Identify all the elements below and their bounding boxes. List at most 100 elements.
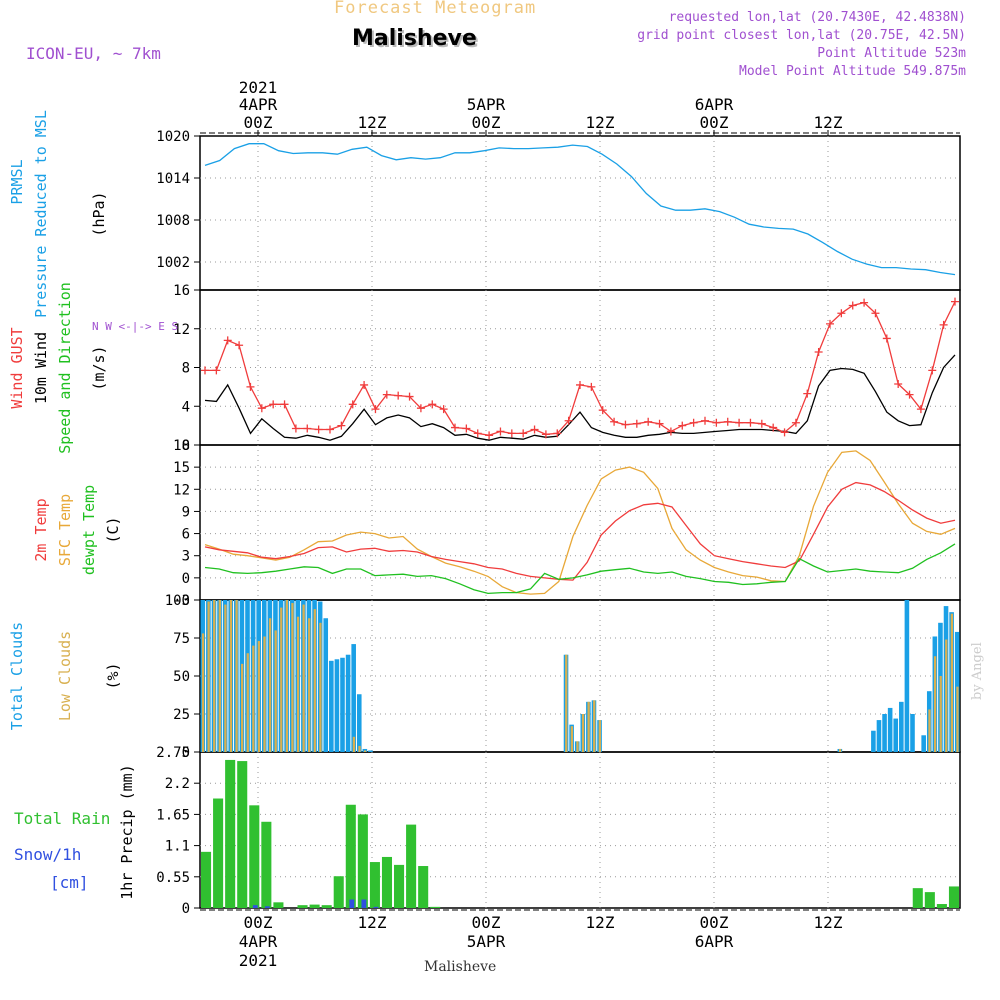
y-tick-label-clouds-4: 100 [165,593,190,609]
total-cloud-bar-22 [323,618,329,752]
wind-gust-line-marker-61 [894,379,903,388]
wind-gust-line-marker-17 [394,391,403,400]
wind-gust-line-marker-11 [326,425,334,434]
wind-gust-line-marker-20 [428,400,437,409]
total-cloud-bar-27 [351,644,356,752]
wind-gust-line-marker-57 [848,301,857,310]
low-cloud-bar-7 [241,663,244,752]
wind-gust-line-marker-1 [212,366,221,375]
y-tick-label-temp-1: 0 [182,571,190,587]
low-cloud-bar-0 [201,633,205,752]
low-cloud-bar-114 [838,748,842,752]
low-cloud-bar-70 [593,700,596,752]
rain-bar-6 [273,902,284,908]
total-cloud-bar-23 [329,660,334,752]
total-cloud-bar-125 [899,701,904,752]
y-tick-label-temp-3: 6 [182,527,190,543]
wind-gust-line-marker-26 [496,427,505,436]
bottom-date-label-4: 6APR [695,932,734,951]
wind-gust-line-marker-8 [291,424,300,433]
low-clouds-label: Low Clouds [56,631,74,721]
wind-gust-line-marker-34 [587,382,596,391]
rain-bar-0 [201,851,212,908]
y-tick-label-pressure-0: 1002 [156,255,190,271]
y-tick-label-precip-0: 0 [182,901,190,917]
wind-gust-line-marker-51 [780,428,789,437]
snow-bar-13 [361,899,367,908]
total-cloud-bar-120 [871,730,876,752]
wind-gust-line-marker-47 [735,418,744,427]
low-cloud-bar-65 [565,654,568,752]
top-tick-label-4: 00Z [700,113,729,132]
rain-bar-11 [333,876,344,908]
wind-gust-line-marker-66 [951,297,959,306]
wind-gust-line-marker-6 [269,400,278,409]
y-tick-label-temp-7: 18 [173,438,190,454]
wind-gust-line-marker-44 [701,416,709,425]
rain-bar-18 [418,866,429,908]
low-cloud-bar-3 [218,600,221,752]
top-tick-label-0: 00Z [244,113,273,132]
wind-gust-line-marker-56 [837,309,846,318]
y-tick-label-precip-3: 1.65 [156,807,190,823]
wind-gust-line-marker-7 [280,400,289,409]
bottom-date-label-0: 4APR [239,932,278,951]
bottom-tick-label-1: 12Z [358,913,387,932]
temp-dewpt-label: dewpt Temp [80,485,98,575]
low-cloud-bar-135 [956,686,959,752]
wind-gust-line-marker-13 [348,400,357,409]
temp-2m-line [204,481,956,581]
rain-bar-60 [924,892,935,908]
pressure-unit-label: (hPa) [90,191,108,236]
grid-point-coords: grid point closest lon,lat (20.75E, 42.5… [637,28,966,43]
top-tick-label-1: 12Z [358,113,387,132]
wind-gust-line-marker-0 [201,366,209,375]
low-cloud-bar-133 [945,639,948,752]
low-cloud-bar-14 [280,607,283,752]
wind-gust-line-marker-41 [666,427,675,436]
precip-unit-label: 1hr Precip (mm) [118,764,136,899]
top-year-label: 2021 [239,78,278,97]
y-tick-label-precip-4: 2.2 [165,776,190,792]
y-tick-label-pressure-1: 1008 [156,213,190,229]
wind-gust-line-marker-28 [519,429,528,438]
rain-bar-10 [321,905,332,908]
y-tick-label-clouds-0: 0 [182,745,190,761]
wind-gust-line-marker-48 [746,418,755,427]
top-date-label-0: 4APR [239,95,278,114]
clouds-unit-label: (%) [104,662,122,689]
wind-gust-line-marker-33 [576,380,584,389]
wind-gust-line-marker-27 [507,429,516,438]
wind-gust-line-marker-30 [541,430,550,439]
snow-label: Snow/1h [14,845,81,864]
y-tick-label-temp-4: 9 [182,504,190,520]
y-tick-label-precip-1: 0.55 [156,870,190,886]
bottom-tick-label-2: 00Z [472,913,501,932]
total-cloud-bar-26 [345,654,351,752]
bottom-date-label-2: 5APR [467,932,506,951]
wind-gust-line-marker-12 [337,421,346,430]
temp-sfc-label: SFC Temp [56,494,74,566]
wind-gust-line-marker-10 [314,425,323,434]
wind-gust-line-marker-14 [360,380,369,389]
snow-bar-5 [264,906,270,908]
wind-gust-line-marker-16 [382,390,391,399]
wind-gust-line-marker-18 [405,392,414,401]
low-cloud-bar-16 [291,603,294,752]
wind-gust-line-marker-25 [485,431,494,440]
total-cloud-bar-123 [887,707,893,752]
rain-bar-14 [369,862,380,908]
low-cloud-bar-5 [229,600,233,752]
snow-bar-4 [252,905,258,908]
temp-2m-label: 2m Temp [32,498,50,561]
rain-bar-12 [345,804,356,908]
total-cloud-bar-129 [921,735,926,752]
temp-unit-label: (C) [104,516,122,543]
bottom-tick-label-3: 12Z [586,913,615,932]
wind-gust-label: Wind GUST [8,327,26,408]
wind-gust-line-marker-49 [757,419,766,428]
y-tick-label-temp-0: -3 [173,593,190,609]
wind-gust-line-marker-65 [939,320,948,329]
low-cloud-bar-2 [213,600,216,752]
